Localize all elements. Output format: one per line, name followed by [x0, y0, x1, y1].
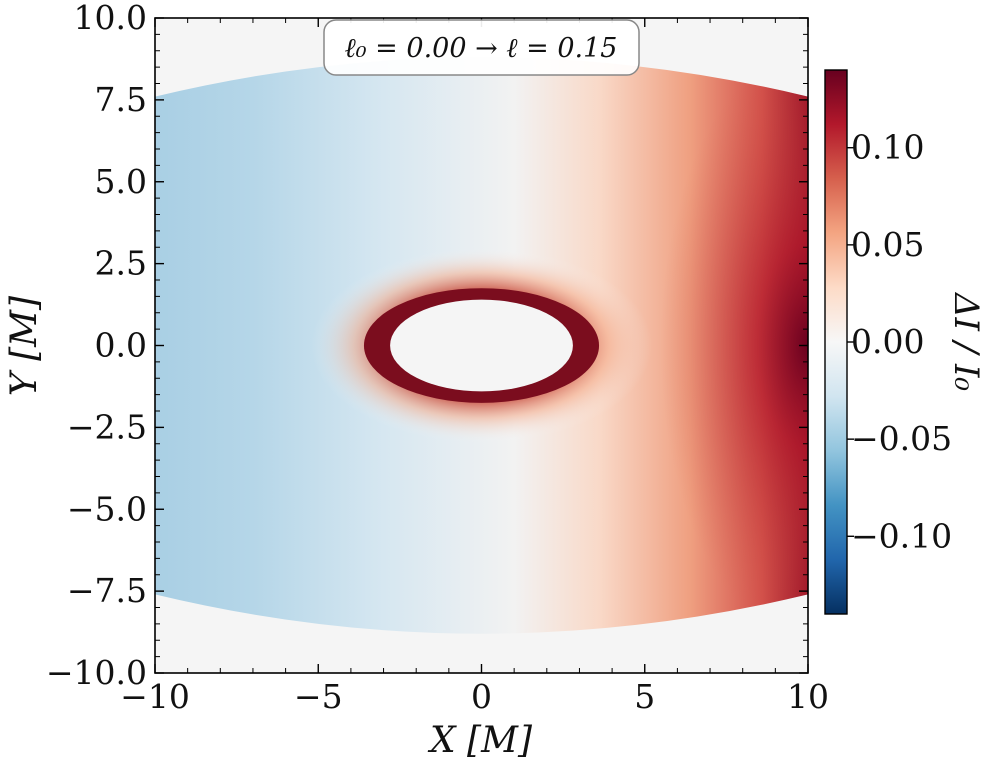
y-tick-label: −7.5	[67, 571, 147, 610]
y-tick-label: −10.0	[46, 653, 147, 692]
colorbar-tick-label: 0.00	[851, 322, 924, 361]
x-tick-label: 0	[471, 677, 492, 716]
shadow-region	[390, 299, 573, 392]
colorbar-tick-label: 0.05	[851, 225, 924, 264]
y-tick-label: 7.5	[95, 80, 147, 119]
chart-title: ℓ₀ = 0.00 → ℓ = 0.15	[345, 33, 618, 64]
colorbar-gradient	[824, 69, 848, 615]
colorbar: 0.10 0.05 0.00 −0.05 −0.10 ΔI / I₀	[824, 69, 986, 615]
y-axis-label: Y [M]	[4, 295, 45, 396]
y-tick-label: 0.0	[95, 326, 147, 365]
y-tick-label: −2.5	[67, 407, 147, 446]
colorbar-tick-label: 0.10	[851, 128, 924, 167]
y-tick-label: 10.0	[74, 0, 147, 37]
title-box-frame	[323, 19, 640, 76]
y-tick-label: 5.0	[95, 162, 147, 201]
axis-tick-labels: −10 −5 0 5 10 10.0 7.5 5.0 2.5 0.0 −2.5 −5.0 −7.5 −10…	[46, 0, 829, 716]
x-tick-label: 5	[634, 677, 655, 716]
colorbar-tick-label: −0.10	[851, 516, 952, 555]
x-tick-label: −10	[120, 677, 190, 716]
plot-area	[155, 18, 808, 673]
x-axis-label: X [M]	[427, 720, 533, 761]
x-tick-label: 10	[787, 677, 829, 716]
y-tick-label: 2.5	[95, 244, 147, 283]
x-tick-label: −5	[294, 677, 343, 716]
y-tick-label: −5.0	[67, 489, 147, 528]
title-box: ℓ₀ = 0.00 → ℓ = 0.15	[323, 19, 640, 76]
colorbar-tick-label: −0.05	[851, 419, 952, 458]
axis-ticks	[154, 17, 809, 674]
colorbar-label: ΔI / I₀	[946, 291, 986, 391]
colorbar-ticks: 0.10 0.05 0.00 −0.05 −0.10	[847, 128, 952, 555]
